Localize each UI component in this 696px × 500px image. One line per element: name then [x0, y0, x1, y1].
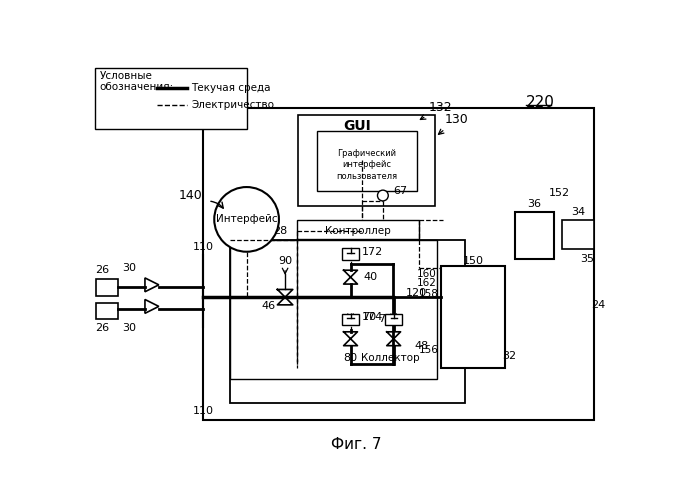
Text: 34: 34 [571, 207, 585, 217]
Text: 36: 36 [528, 200, 541, 209]
Text: 110: 110 [193, 242, 214, 252]
Text: Интерфейс: Интерфейс [216, 214, 278, 224]
Text: 172: 172 [362, 246, 383, 256]
Text: 158: 158 [419, 289, 439, 299]
Text: 46: 46 [262, 302, 276, 312]
Text: 80: 80 [344, 352, 358, 362]
Text: 30: 30 [122, 324, 136, 334]
Text: Графический
интерфейс
пользователя: Графический интерфейс пользователя [336, 148, 397, 181]
Text: 156: 156 [419, 346, 439, 356]
Text: 160: 160 [417, 269, 437, 279]
Text: Условные
обозначения:: Условные обозначения: [100, 71, 174, 92]
Text: 24: 24 [591, 300, 605, 310]
FancyBboxPatch shape [95, 68, 247, 130]
Text: 150: 150 [462, 256, 484, 266]
Text: Текучая среда: Текучая среда [191, 84, 271, 94]
Text: 162: 162 [417, 278, 437, 288]
Text: GUI: GUI [343, 118, 370, 132]
Text: 26: 26 [95, 324, 110, 334]
Text: 32: 32 [502, 352, 516, 362]
Text: Контроллер: Контроллер [325, 226, 391, 236]
FancyBboxPatch shape [230, 240, 437, 379]
FancyBboxPatch shape [317, 131, 417, 191]
Text: 67: 67 [393, 186, 407, 196]
Text: 132: 132 [420, 101, 452, 119]
Text: 90: 90 [278, 256, 292, 266]
FancyBboxPatch shape [298, 116, 435, 206]
Text: 48: 48 [414, 342, 429, 351]
FancyBboxPatch shape [342, 248, 359, 260]
Text: 140: 140 [179, 189, 203, 202]
Text: 152: 152 [549, 188, 570, 198]
FancyBboxPatch shape [297, 220, 419, 238]
Text: 26: 26 [95, 265, 110, 275]
FancyBboxPatch shape [230, 240, 465, 404]
Text: Коллектор: Коллектор [361, 352, 419, 362]
Circle shape [214, 187, 279, 252]
FancyBboxPatch shape [342, 314, 359, 326]
Text: Фиг. 7: Фиг. 7 [331, 438, 382, 452]
Text: 78: 78 [378, 314, 393, 324]
Text: 28: 28 [273, 226, 287, 236]
FancyBboxPatch shape [97, 278, 118, 295]
Text: 120: 120 [406, 288, 427, 298]
FancyBboxPatch shape [97, 302, 118, 320]
FancyBboxPatch shape [203, 108, 594, 420]
Text: Электричество: Электричество [191, 100, 274, 110]
FancyBboxPatch shape [515, 212, 554, 258]
Text: 30: 30 [122, 262, 136, 272]
Text: 110: 110 [193, 406, 214, 416]
Text: 130: 130 [438, 113, 468, 134]
Text: 40: 40 [363, 272, 378, 282]
FancyBboxPatch shape [562, 220, 594, 250]
Text: 35: 35 [580, 254, 594, 264]
Text: 70: 70 [362, 312, 377, 322]
FancyBboxPatch shape [441, 266, 505, 368]
FancyBboxPatch shape [385, 314, 402, 326]
Text: 174: 174 [362, 312, 383, 322]
Circle shape [377, 190, 388, 201]
Text: 220: 220 [526, 94, 555, 110]
